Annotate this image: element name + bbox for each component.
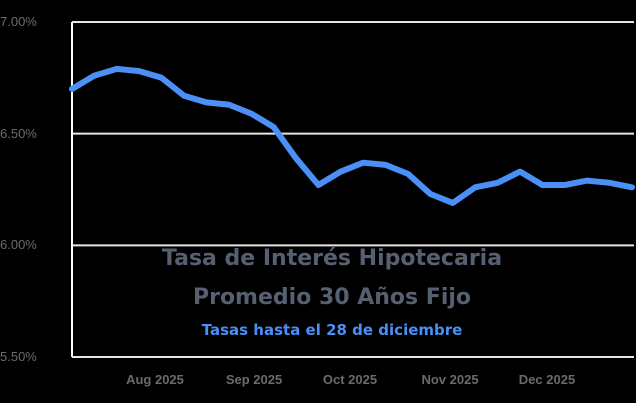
- x-tick-label: Dec 2025: [518, 372, 576, 387]
- chart-subtitle: Tasas hasta el 28 de diciembre: [201, 321, 463, 339]
- x-tick-label: Aug 2025: [126, 372, 184, 387]
- y-tick-label: 5.50%: [0, 349, 37, 364]
- x-tick-label: Oct 2025: [322, 372, 378, 387]
- chart-title-line-2: Promedio 30 Años Fijo: [192, 285, 472, 310]
- x-tick-label: Nov 2025: [421, 372, 479, 387]
- rate-line: [69, 65, 635, 206]
- y-tick-label: 6.50%: [0, 126, 37, 141]
- x-tick-label: Sep 2025: [225, 372, 283, 387]
- chart-title-line-1: Tasa de Interés Hipotecaria: [161, 246, 503, 271]
- gridlines: [72, 21, 634, 358]
- y-tick-label: 7.00%: [0, 14, 37, 29]
- y-tick-label: 6.00%: [0, 237, 37, 252]
